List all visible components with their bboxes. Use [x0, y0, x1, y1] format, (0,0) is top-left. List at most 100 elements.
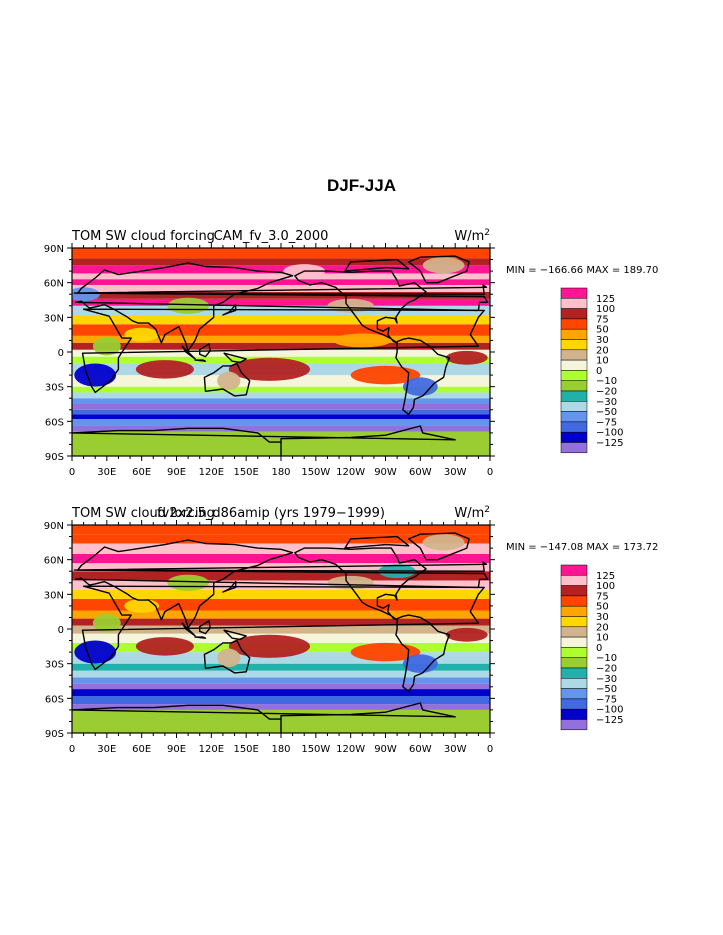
- coastline: [74, 539, 489, 629]
- legend-label: 20: [596, 345, 609, 356]
- coastline: [199, 620, 211, 635]
- y-tick-label: 90S: [45, 729, 64, 740]
- contour-band: [72, 683, 490, 690]
- x-tick-label: 0: [69, 744, 75, 755]
- contour-band: [72, 580, 490, 590]
- coastline: [81, 585, 485, 671]
- x-tick-label: 180: [271, 467, 290, 478]
- legend-label: −100: [596, 428, 623, 439]
- coastline: [408, 255, 470, 284]
- coastline: [0, 271, 8, 343]
- legend-label: 50: [596, 602, 609, 613]
- legend-swatch: [560, 401, 588, 412]
- coastline: [73, 284, 488, 295]
- x-tick-label: 30E: [97, 467, 116, 478]
- coastline: [81, 308, 485, 394]
- coastline: [74, 262, 489, 352]
- x-tick-label: 120E: [199, 744, 224, 755]
- legend-swatch: [560, 688, 588, 700]
- contour-patch: [92, 336, 121, 356]
- panel-title-center: CAM_fv_3.0_2000: [214, 229, 329, 244]
- contour-band: [72, 689, 490, 697]
- contour-band: [72, 315, 490, 325]
- coastline: [0, 540, 70, 628]
- coastline: [408, 532, 470, 561]
- contour-patch: [333, 333, 392, 348]
- legend-swatch: [560, 575, 588, 586]
- contour-patch: [217, 371, 241, 391]
- legend-label: 30: [596, 335, 609, 346]
- x-tick-label: 120W: [336, 744, 365, 755]
- contour-band: [72, 598, 490, 611]
- contour-band: [72, 589, 490, 599]
- contour-band: [72, 258, 490, 266]
- y-tick-label: 30N: [44, 590, 64, 601]
- legend-label: 125: [596, 294, 615, 305]
- min-max-stats: MIN = −147.08 MAX = 173.72: [506, 542, 658, 553]
- legend-swatch: [560, 678, 588, 689]
- coastline: [0, 615, 31, 691]
- coastline: [344, 258, 410, 272]
- contour-band: [72, 625, 490, 634]
- contour-patch: [135, 637, 194, 656]
- contour-patch: [228, 357, 311, 381]
- contour-band: [72, 419, 490, 426]
- y-tick-label: 60N: [44, 556, 64, 567]
- contour-patch: [74, 363, 117, 387]
- y-tick-label: 90N: [44, 521, 64, 532]
- y-tick-label: 0: [58, 348, 64, 359]
- legend-label: −30: [596, 397, 617, 408]
- legend-label: 50: [596, 325, 609, 336]
- x-tick-label: 120W: [336, 467, 365, 478]
- contour-band: [72, 618, 490, 626]
- x-tick-label: 30E: [97, 744, 116, 755]
- contour-patch: [228, 634, 311, 658]
- contour-patch: [327, 575, 374, 590]
- contour-patch: [327, 298, 374, 313]
- y-tick-label: 30S: [45, 383, 64, 394]
- x-tick-label: 90W: [374, 467, 397, 478]
- contour-band: [72, 534, 490, 544]
- contour-band: [72, 525, 490, 535]
- x-tick-label: 60E: [132, 744, 151, 755]
- legend-swatch: [560, 595, 588, 607]
- contour-band: [72, 414, 490, 420]
- x-tick-label: 150E: [233, 744, 258, 755]
- contour-band: [72, 386, 490, 393]
- legend-swatch: [560, 421, 588, 433]
- contour-band: [72, 652, 490, 664]
- units-label: W/m2: [454, 228, 490, 244]
- contour-band: [72, 375, 490, 387]
- legend-swatch: [560, 339, 588, 351]
- contour-band: [72, 696, 490, 705]
- coastline: [203, 639, 251, 674]
- contour-patch: [135, 360, 194, 379]
- x-tick-label: 180: [271, 744, 290, 755]
- contour-band: [72, 349, 490, 357]
- x-tick-label: 30W: [444, 744, 467, 755]
- x-tick-label: 120E: [199, 467, 224, 478]
- legend-label: −10: [596, 653, 617, 664]
- coastline: [222, 580, 237, 593]
- contour-patch: [422, 534, 465, 551]
- x-tick-label: 60W: [409, 744, 432, 755]
- coastline: [199, 343, 211, 358]
- legend-label: 75: [596, 591, 609, 602]
- legend-label: −75: [596, 694, 617, 705]
- coastline: [73, 561, 488, 572]
- contour-patch: [167, 297, 210, 314]
- panel-title-left: TOM SW cloud forcing: [71, 229, 215, 244]
- contour-patch: [402, 377, 438, 396]
- legend-swatch: [560, 636, 588, 648]
- coastline: [0, 426, 37, 456]
- contour-patch: [402, 654, 438, 673]
- coastline: [395, 337, 451, 416]
- coastline: [0, 338, 31, 414]
- legend-label: −10: [596, 376, 617, 387]
- legend-swatch: [560, 585, 588, 597]
- page-title: DJF-JJA: [327, 176, 396, 195]
- coastline: [223, 629, 247, 641]
- contour-patch: [445, 627, 488, 642]
- legend-label: −50: [596, 684, 617, 695]
- legend-label: 100: [596, 304, 615, 315]
